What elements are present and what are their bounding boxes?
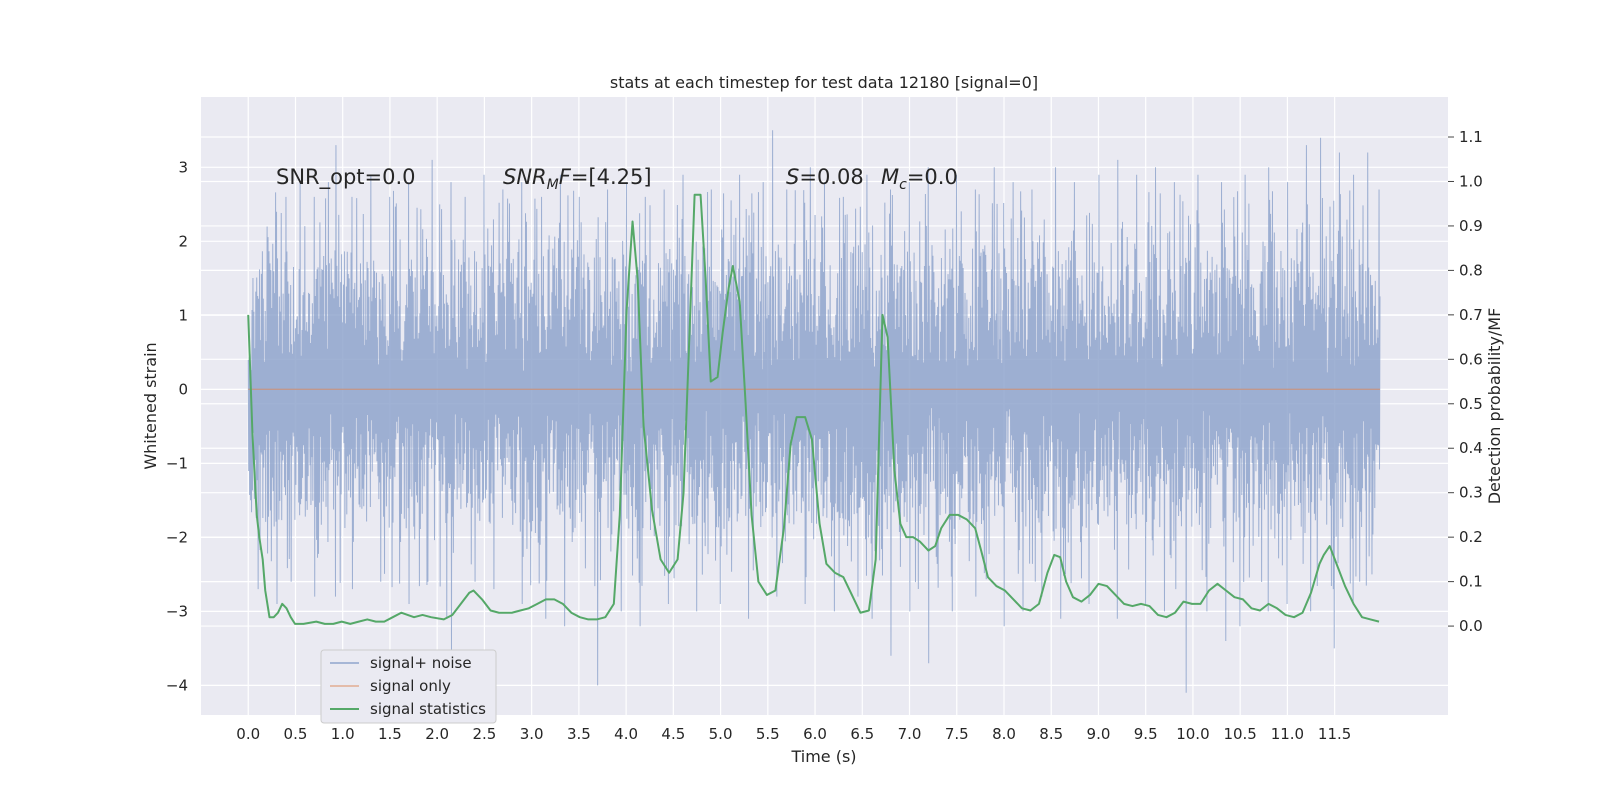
y2-tick-label: 0.0 [1459, 617, 1483, 635]
y2-tick-label: 1.0 [1459, 172, 1483, 190]
x-tick-label: 4.0 [614, 725, 638, 743]
legend-box [320, 649, 497, 724]
chart-title: stats at each timestep for test data 121… [610, 73, 1038, 92]
y2-tick-label: 0.6 [1459, 350, 1483, 368]
x-tick-label: 5.5 [756, 725, 780, 743]
legend-label-stats: signal statistics [370, 700, 486, 718]
x-tick-label: 6.5 [850, 725, 874, 743]
y2-tick-label: 0.9 [1459, 217, 1483, 235]
y2-tick-label: 0.2 [1459, 528, 1483, 546]
x-tick-label: 10.0 [1176, 725, 1209, 743]
x-tick-label: 8.0 [992, 725, 1016, 743]
annotation-s-value: =0.08 [799, 165, 863, 189]
y2-axis-label: Detection probability/MF [1485, 308, 1504, 505]
legend-label-signal: signal only [370, 677, 451, 695]
x-tick-label: 2.0 [425, 725, 449, 743]
y-tick-label: 1 [178, 306, 188, 324]
y2-tick-label: 0.4 [1459, 439, 1483, 457]
x-tick-label: 1.5 [378, 725, 402, 743]
annotation-s: S=0.08 [786, 165, 864, 189]
x-tick-label: 11.5 [1318, 725, 1351, 743]
x-tick-label: 3.0 [520, 725, 544, 743]
svg-text:Mc=0.0: Mc=0.0 [881, 165, 958, 193]
y-tick-label: 0 [178, 380, 188, 398]
x-tick-labels: 0.0 0.5 1.0 1.5 2.0 2.5 3.0 3.5 4.0 4.5 5.0 5.5 6.0 6… [236, 725, 1351, 743]
y2-tick-label: 0.1 [1459, 573, 1483, 591]
y-tick-labels: 3 2 1 0 −1 −2 −3 −4 [166, 158, 188, 694]
legend: signal+ noise signal only signal statist… [320, 649, 497, 724]
x-tick-label: 4.5 [661, 725, 685, 743]
x-tick-label: 10.5 [1223, 725, 1256, 743]
x-tick-label: 7.0 [898, 725, 922, 743]
y2-tick-labels: 1.1 1.0 0.9 0.8 0.7 0.6 0.5 0.4 0.3 0.2 0.1 0.0 [1448, 128, 1483, 635]
y-tick-label: 3 [178, 158, 188, 176]
x-tick-label: 7.5 [945, 725, 969, 743]
annotation-snr-mf: SNRMF=[4.25] [503, 165, 652, 193]
x-tick-label: 3.5 [567, 725, 591, 743]
y-axis-label: Whitened strain [141, 342, 160, 469]
legend-label-noise: signal+ noise [370, 654, 472, 672]
x-tick-label: 11.0 [1271, 725, 1304, 743]
y2-tick-label: 0.8 [1459, 261, 1483, 279]
y2-tick-label: 0.5 [1459, 395, 1483, 413]
x-tick-label: 6.0 [803, 725, 827, 743]
y-tick-label: 2 [178, 232, 188, 250]
x-tick-label: 0.0 [236, 725, 260, 743]
y2-tick-label: 0.7 [1459, 306, 1483, 324]
x-tick-label: 0.5 [284, 725, 308, 743]
x-tick-label: 2.5 [472, 725, 496, 743]
y2-tick-label: 0.3 [1459, 484, 1483, 502]
x-tick-label: 1.0 [331, 725, 355, 743]
x-tick-label: 5.0 [709, 725, 733, 743]
y2-tick-label: 1.1 [1459, 128, 1483, 146]
x-tick-label: 9.5 [1134, 725, 1158, 743]
y-tick-label: −1 [166, 454, 188, 472]
stats-line [247, 193, 1380, 625]
svg-text:SNRMF=[4.25]: SNRMF=[4.25] [503, 165, 652, 193]
x-tick-label: 8.5 [1039, 725, 1063, 743]
x-tick-label: 9.0 [1087, 725, 1111, 743]
svg-text:S=0.08: S=0.08 [786, 165, 864, 189]
annotation-mc: Mc=0.0 [881, 165, 958, 193]
annotation-snr-mf-value: =[4.25] [571, 165, 652, 189]
series-signal-statistics [247, 193, 1380, 625]
noise-trace [247, 130, 1381, 693]
y-tick-label: −4 [166, 676, 188, 694]
y-tick-label: −2 [166, 528, 188, 546]
annotation-snr-opt: SNR_opt=0.0 [276, 165, 416, 190]
annotation-mc-value: =0.0 [907, 165, 958, 189]
y-tick-label: −3 [166, 602, 188, 620]
x-axis-label: Time (s) [790, 747, 856, 766]
series-signal-plus-noise [247, 130, 1381, 693]
